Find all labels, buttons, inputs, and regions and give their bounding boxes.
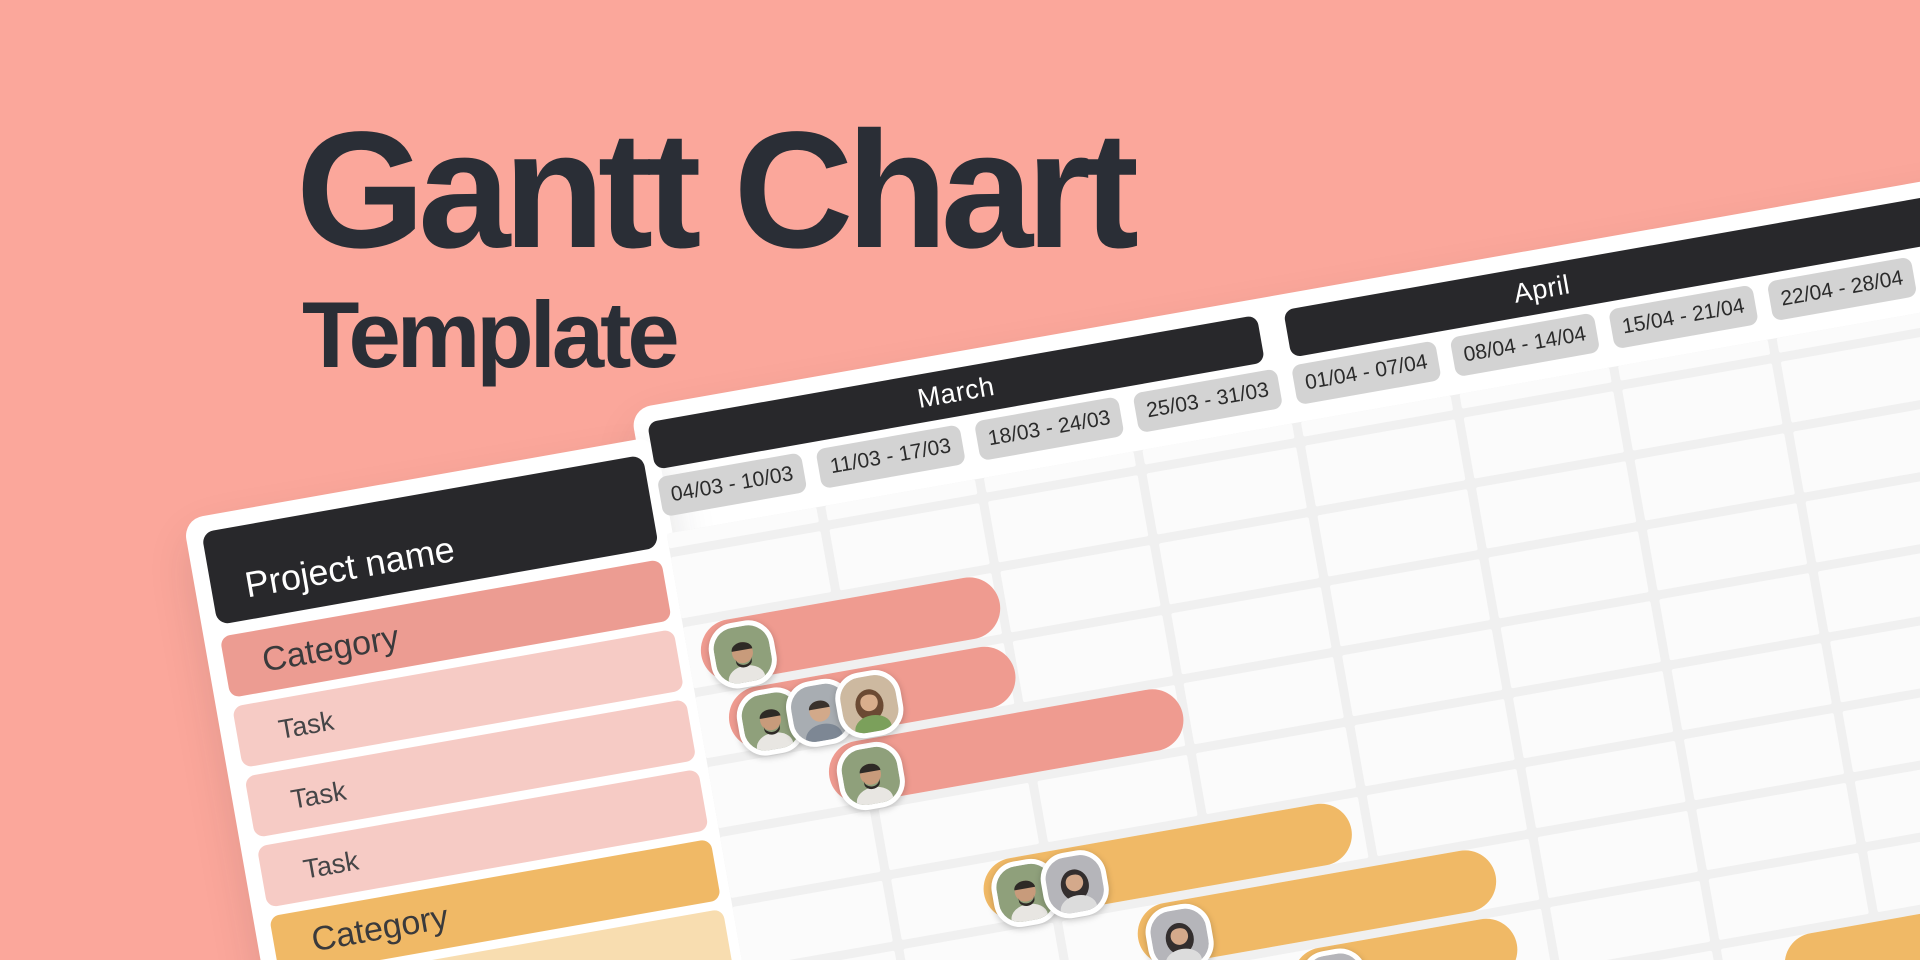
gantt-bars-layer	[196, 85, 1920, 960]
poster-title: Gantt Chart	[296, 98, 1139, 283]
avatar-man-beard	[832, 737, 909, 815]
gantt-chart-card: March April 04/03 - 10/03 11/03 - 17/03 18/…	[182, 85, 1920, 960]
avatar-woman-dark	[1141, 899, 1219, 960]
avatar-woman-dark	[1036, 846, 1113, 923]
poster-title-block: Gantt Chart Template	[296, 98, 1139, 387]
avatar-woman-hoodie	[831, 665, 908, 743]
poster-subtitle: Template	[302, 282, 680, 387]
avatar-man-beard	[704, 616, 781, 693]
